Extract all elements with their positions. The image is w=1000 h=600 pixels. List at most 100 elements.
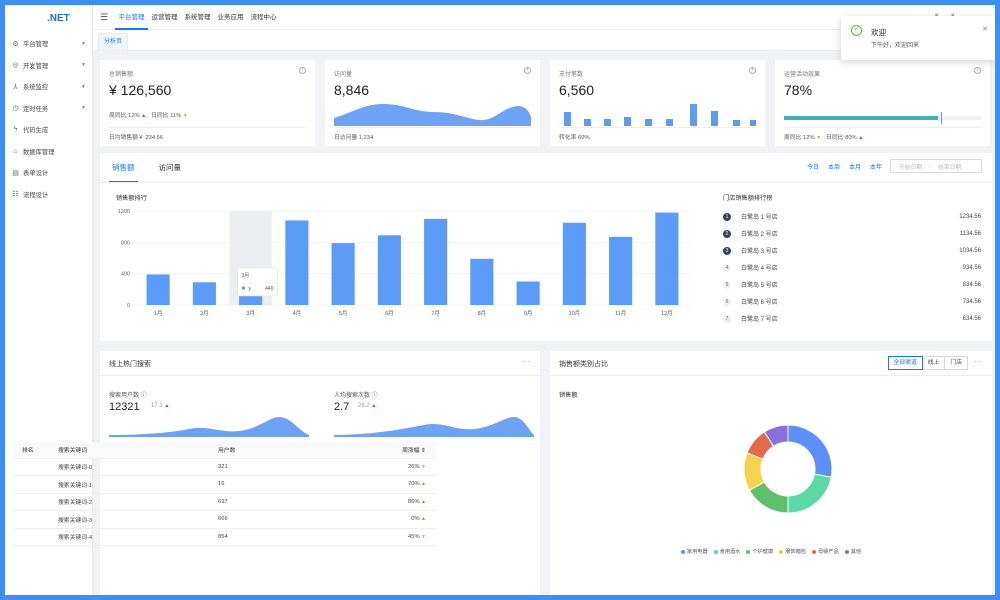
bar[interactable] <box>285 220 309 305</box>
legend-item[interactable]: 服饰箱包 <box>779 548 806 555</box>
bar[interactable] <box>377 235 401 305</box>
table-row[interactable]: 搜索关键词-4 854 45% ▼ <box>14 528 436 546</box>
topnav-item-1[interactable]: 运营管理 <box>151 13 178 21</box>
channel-store-button[interactable]: 门店 <box>944 356 968 370</box>
legend-dot <box>779 549 784 554</box>
tab-visits[interactable]: 访问量 <box>158 163 182 172</box>
ranking-row: 6 白鹭岛 6 号店 734.56 <box>723 293 981 310</box>
close-icon[interactable]: ✕ <box>982 26 988 33</box>
app-logo: .NET <box>47 13 70 24</box>
period-year[interactable]: 本年 <box>869 165 882 171</box>
panel-title: 线上热门搜索 <box>109 361 151 368</box>
users-value: 12321 <box>109 401 140 413</box>
info-icon[interactable]: i <box>749 67 756 74</box>
sidebar-item-2[interactable]: ⅄ 系统监控 ▼ <box>5 76 92 98</box>
sidebar-item-1[interactable]: ◎ 开发管理 ▼ <box>5 55 92 77</box>
end-date-input[interactable]: 结束日期 <box>938 164 962 171</box>
sales-share-panel: 销售额类别占比 全部渠道 线上 门店 ··· 销售额 家用电器 食用酒水 个护健康服… <box>550 351 992 595</box>
table-row[interactable]: 搜索关键词-0 321 26% ▼ <box>14 458 436 476</box>
topnav-item-3[interactable]: 业务应用 <box>217 13 244 21</box>
topnav-item-2[interactable]: 系统管理 <box>184 13 211 21</box>
donut-slice[interactable] <box>763 424 789 447</box>
legend-item[interactable]: 食用酒水 <box>713 548 740 555</box>
info-icon[interactable]: i <box>524 67 531 74</box>
col-rate[interactable]: 周涨幅 ⇕ <box>360 442 436 459</box>
cell-rank <box>14 528 50 546</box>
panel-title: 销售额类别占比 <box>559 361 608 368</box>
bar[interactable] <box>424 218 448 305</box>
trend-up-icon: ▲ <box>164 403 170 409</box>
sales-donut-chart <box>743 424 833 514</box>
cell-rank <box>14 510 50 529</box>
topnav-item-0[interactable]: 平台管理 <box>115 5 148 30</box>
bar[interactable] <box>562 222 586 305</box>
sidebar-item-6[interactable]: ▤ 表单设计 <box>5 162 92 184</box>
ranking-row: 1 白鹭岛 1 号店 1234.56 <box>723 208 981 225</box>
legend-item[interactable]: 家用电器 <box>680 548 708 555</box>
info-icon[interactable]: i <box>974 67 981 74</box>
more-icon[interactable]: ··· <box>522 357 530 366</box>
legend-item[interactable]: 其他 <box>844 548 861 555</box>
bar[interactable] <box>146 274 170 305</box>
bar[interactable] <box>192 282 216 305</box>
database-icon: ⌂ <box>13 147 18 155</box>
cell-keyword: 搜索关键词-0 <box>50 458 210 476</box>
store-name: 白鹭岛 1 号店 <box>741 215 778 221</box>
period-month[interactable]: 本月 <box>848 165 861 171</box>
period-links: 今日 本周 本月 本年 <box>807 162 882 171</box>
period-today[interactable]: 今日 <box>806 165 819 171</box>
store-name: 白鹭岛 5 号店 <box>741 283 778 289</box>
chevron-down-icon: ▼ <box>81 83 86 90</box>
more-icon[interactable]: ··· <box>974 357 982 366</box>
period-week[interactable]: 本周 <box>827 165 840 171</box>
theme-icon[interactable]: ● <box>951 12 955 19</box>
x-tick-label: 2月 <box>200 310 209 317</box>
ranking-title: 门店销售额排行榜 <box>723 195 773 202</box>
table-row[interactable]: 搜索关键词-1 16 70% ▲ <box>14 475 436 494</box>
channel-online-button[interactable]: 线上 <box>921 356 946 370</box>
stat-value: ¥ 126,560 <box>109 82 172 98</box>
avg-value: 2.7 <box>334 401 350 413</box>
divider <box>100 375 540 376</box>
menu-toggle-icon[interactable]: ☰ <box>99 11 109 22</box>
channel-all-button[interactable]: 全部渠道 <box>887 356 923 370</box>
stat-card-sales: 总销售额 i ¥ 126,560 周同比 12% ▲ 日同比 11% ▼ 日均销… <box>100 60 315 146</box>
sidebar-item-7[interactable]: ☷ 流程设计 <box>5 184 92 206</box>
sidebar-item-5[interactable]: ⌂ 数据库管理 <box>5 141 92 163</box>
stat-card-operations: 运营活动效果 i 78% 周同比 12% ▼ 日同比 80% ▲ <box>775 60 990 146</box>
sidebar-item-4[interactable]: ϟ 代码生成 <box>5 119 92 141</box>
bar[interactable] <box>516 281 540 306</box>
rank-number: 6 <box>723 297 731 306</box>
info-icon[interactable]: i <box>299 67 306 74</box>
tab-sales[interactable]: 销售额 <box>109 159 138 183</box>
topnav-item-4[interactable]: 流程中心 <box>250 13 277 21</box>
donut-slice[interactable] <box>787 473 832 514</box>
notification-icon[interactable]: ● <box>935 12 939 19</box>
x-tick-label: 5月 <box>339 310 348 317</box>
bar[interactable] <box>609 236 633 305</box>
sidebar-item-3[interactable]: ◷ 定时任务 ▼ <box>5 98 92 120</box>
legend-item[interactable]: 个护健康 <box>746 548 773 555</box>
date-range-picker[interactable]: 开始日期 → 结束日期 <box>890 159 982 173</box>
store-value: 634.56 <box>962 315 981 322</box>
table-row[interactable]: 搜索关键词-2 697 86% ▲ <box>14 493 436 511</box>
donut-slice[interactable] <box>787 424 833 478</box>
bar[interactable] <box>470 258 494 305</box>
sidebar-item-0[interactable]: ⚙ 平台管理 ▼ <box>5 33 92 55</box>
trend-down-icon: ▼ <box>182 113 188 119</box>
y-tick-label: 1200 <box>118 209 130 215</box>
bar[interactable] <box>331 243 355 305</box>
table-row[interactable]: 搜索关键词-3 666 0% ▲ <box>14 510 436 529</box>
x-tick-label: 3月 <box>246 310 255 317</box>
ranking-row: 2 白鹭岛 2 号店 1134.56 <box>723 225 981 242</box>
start-date-input[interactable]: 开始日期 <box>899 164 923 171</box>
stat-footer: 日访问量 1,234 <box>334 135 374 141</box>
sales-tabs: 销售额 访问量 <box>109 159 184 183</box>
notification-title: 欢迎 <box>871 28 886 37</box>
legend-dot <box>713 549 718 554</box>
sales-bar-chart: 0 400 800 1200 1月 2月 3月 4月 5月 6月 7月 8月 9月 10月 11月 12月 3月… <box>118 209 690 317</box>
tab-analysis[interactable]: 分析页 <box>98 33 129 50</box>
bar[interactable] <box>655 212 679 305</box>
tooltip-series: y <box>249 286 252 292</box>
legend-item[interactable]: 母婴产品 <box>811 548 839 555</box>
